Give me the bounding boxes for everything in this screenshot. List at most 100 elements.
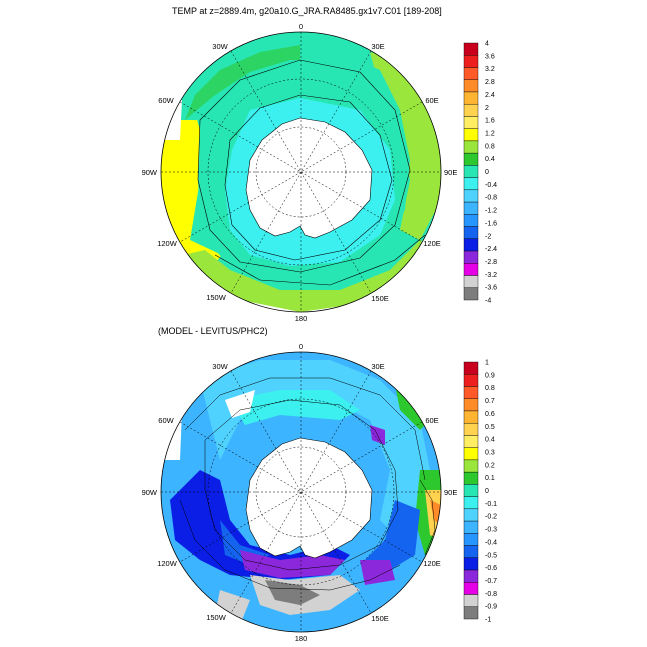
colorbar-swatch — [463, 189, 479, 203]
colorbar-swatch — [463, 484, 479, 497]
colorbar-swatch — [463, 496, 479, 510]
colorbar-label: -2.4 — [485, 246, 497, 253]
colorbar-label: -3.2 — [485, 272, 497, 279]
colorbar-swatch — [463, 177, 479, 191]
colorbar-swatch — [463, 422, 479, 436]
colorbar-swatch — [463, 594, 479, 607]
bottom-lon-30w: 30W — [212, 362, 228, 371]
colorbar-swatch — [463, 459, 479, 473]
colorbar-swatch — [463, 128, 479, 142]
bottom-lon-0: 0 — [299, 342, 303, 351]
colorbar-swatch — [463, 435, 479, 448]
bottom-title: (MODEL - LEVITUS/PHC2) — [158, 326, 268, 336]
colorbar-swatch — [463, 520, 479, 534]
colorbar-label: 1.6 — [485, 118, 495, 125]
colorbar-label: 3.2 — [485, 66, 495, 73]
colorbar-label: 0.8 — [485, 143, 495, 150]
bottom-colorbar: 1 0.9 0.8 0.7 0.6 0.5 0.4 0.3 0.2 0.1 0 -0.1 -0.2 -0.… — [463, 360, 497, 624]
top-lon-120w: 120W — [157, 239, 178, 248]
colorbar-label: -1.6 — [485, 220, 497, 227]
colorbar-label: 0.5 — [485, 424, 495, 431]
colorbar-label: -0.1 — [485, 501, 497, 508]
colorbar-label: -0.6 — [485, 565, 497, 572]
bottom-lon-30e: 30E — [371, 362, 384, 371]
colorbar-swatch — [463, 582, 479, 595]
colorbar-swatch — [463, 250, 479, 264]
top-lon-30w: 30W — [212, 42, 228, 51]
colorbar-label: -2.8 — [485, 259, 497, 266]
colorbar-label: -0.4 — [485, 539, 497, 546]
top-lon-90e: 90E — [444, 168, 457, 177]
colorbar-label: -1 — [485, 617, 491, 624]
colorbar-label: 2.8 — [485, 79, 495, 86]
colorbar-swatch — [463, 374, 479, 387]
top-lon-60w: 60W — [158, 96, 174, 105]
colorbar-label: 0.1 — [485, 475, 495, 482]
bottom-lon-60e: 60E — [425, 416, 438, 425]
colorbar-label: 2.4 — [485, 92, 495, 99]
top-lon-90w: 90W — [142, 168, 158, 177]
colorbar-label: 0.2 — [485, 462, 495, 469]
colorbar-swatch — [463, 91, 479, 105]
colorbar-swatch — [463, 152, 479, 166]
colorbar-label: 1 — [485, 360, 489, 367]
colorbar-label: -0.8 — [485, 591, 497, 598]
colorbar-swatch — [463, 410, 479, 424]
colorbar-swatch — [463, 165, 479, 178]
top-lon-60e: 60E — [425, 96, 438, 105]
top-lon-150e: 150E — [371, 294, 389, 303]
colorbar-swatch — [463, 55, 479, 68]
top-panel: TEMP at z=2889.4m, g20a10.G_JRA.RA8485.g… — [142, 6, 498, 323]
colorbar-swatch — [463, 569, 479, 583]
bottom-lon-180: 180 — [295, 634, 308, 643]
colorbar-swatch — [463, 42, 479, 56]
colorbar-swatch — [463, 471, 479, 485]
colorbar-swatch — [463, 275, 479, 288]
colorbar-swatch — [463, 201, 479, 215]
colorbar-label: 0.7 — [485, 398, 495, 405]
bottom-lon-90w: 90W — [142, 488, 158, 497]
colorbar-label: 0 — [485, 169, 489, 176]
bottom-lon-150w: 150W — [206, 613, 227, 622]
colorbar-label: 0.4 — [485, 437, 495, 444]
colorbar-label: -0.9 — [485, 604, 497, 611]
colorbar-swatch — [463, 447, 479, 461]
colorbar-swatch — [463, 386, 479, 399]
bottom-lon-60w: 60W — [158, 416, 174, 425]
colorbar-swatch — [463, 67, 479, 80]
top-map — [161, 32, 441, 312]
colorbar-label: -0.4 — [485, 182, 497, 189]
colorbar-swatch — [463, 116, 479, 129]
colorbar-label: -0.2 — [485, 514, 497, 521]
colorbar-label: -0.8 — [485, 195, 497, 202]
top-title: TEMP at z=2889.4m, g20a10.G_JRA.RA8485.g… — [172, 6, 442, 16]
colorbar-label: 1.2 — [485, 130, 495, 137]
top-lon-150w: 150W — [206, 293, 227, 302]
colorbar-swatch — [463, 103, 479, 117]
colorbar-label: 3.6 — [485, 53, 495, 60]
colorbar-label: 0.4 — [485, 156, 495, 163]
colorbar-swatch — [463, 226, 479, 240]
colorbar-label: 2 — [485, 105, 489, 112]
colorbar-swatch — [463, 214, 479, 227]
bottom-panel: (MODEL - LEVITUS/PHC2) — [142, 326, 498, 643]
colorbar-swatch — [463, 238, 479, 252]
top-lon-180: 180 — [295, 314, 308, 323]
colorbar-swatch — [463, 361, 479, 375]
colorbar-label: 0.9 — [485, 372, 495, 379]
colorbar-label: -0.3 — [485, 527, 497, 534]
bottom-lon-120e: 120E — [423, 559, 441, 568]
colorbar-swatch — [463, 287, 479, 301]
top-colorbar: 4 3.6 3.2 2.8 2.4 2 1.6 1.2 0.8 0.4 0 -0.4 -0.8 -1.2 -… — [463, 41, 497, 305]
colorbar-label: -4 — [485, 298, 491, 305]
colorbar-swatch — [463, 545, 479, 559]
colorbar-label: 0.8 — [485, 385, 495, 392]
bottom-map — [161, 352, 441, 632]
colorbar-label: -0.7 — [485, 578, 497, 585]
colorbar-label: -1.2 — [485, 208, 497, 215]
colorbar-swatch — [463, 606, 479, 620]
colorbar-swatch — [463, 79, 479, 93]
colorbar-swatch — [463, 557, 479, 571]
colorbar-label: -3.6 — [485, 285, 497, 292]
top-lon-120e: 120E — [423, 239, 441, 248]
